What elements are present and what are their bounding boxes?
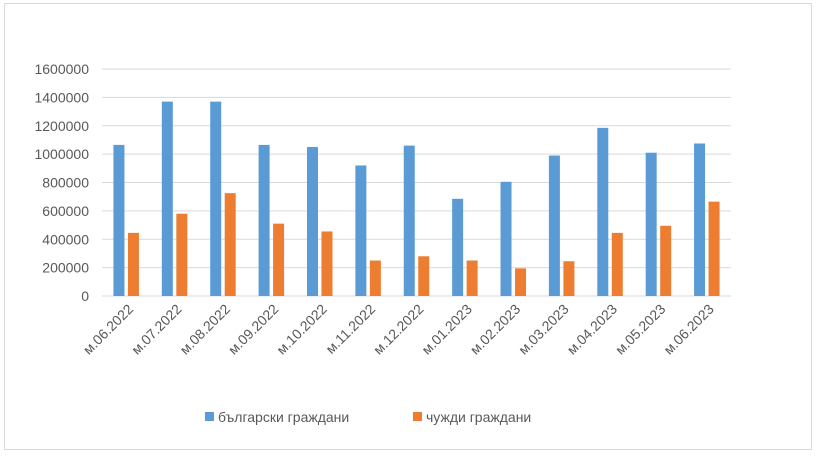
bar-foreign-10: [611, 232, 623, 296]
x-tick-label: м.03.2023: [515, 301, 572, 358]
bar-foreign-11: [660, 225, 672, 296]
legend-swatch-foreign: [413, 412, 422, 421]
bar-bulgarian-5: [355, 165, 367, 296]
x-tick-label: м.08.2022: [176, 301, 233, 358]
legend: български граждани чужди граждани: [205, 409, 531, 425]
x-tick-label: м.04.2023: [564, 301, 621, 358]
y-tick-label: 1000000: [34, 146, 89, 162]
bar-foreign-12: [708, 201, 720, 296]
legend-label-bulgarian: български граждани: [218, 409, 349, 425]
y-tick-label: 800000: [42, 175, 89, 191]
bar-foreign-7: [466, 260, 478, 296]
legend-label-foreign: чужди граждани: [426, 409, 531, 425]
legend-swatch-bulgarian: [205, 412, 214, 421]
bar-foreign-4: [321, 231, 333, 296]
y-axis-ticks: 0 200000 400000 600000 800000 1000000 1200000 1…: [34, 61, 89, 304]
bar-foreign-5: [369, 260, 381, 296]
chart-frame: 0 200000 400000 600000 800000 1000000 1200000 1…: [4, 3, 812, 450]
bar-foreign-1: [176, 213, 188, 296]
bar-foreign-3: [273, 223, 285, 296]
bar-bulgarian-2: [210, 101, 222, 296]
bar-foreign-6: [418, 256, 430, 296]
bar-bulgarian-11: [645, 152, 657, 296]
x-tick-label: м.06.2022: [80, 301, 137, 358]
bar-bulgarian-12: [694, 143, 706, 296]
bar-foreign-8: [515, 268, 527, 296]
bar-bulgarian-4: [306, 147, 318, 296]
bar-foreign-2: [224, 193, 236, 296]
bar-foreign-0: [127, 232, 139, 296]
x-tick-label: м.09.2022: [225, 301, 282, 358]
bar-bulgarian-1: [161, 101, 173, 296]
bar-bulgarian-0: [113, 144, 125, 296]
y-tick-label: 1400000: [34, 89, 89, 105]
bar-bulgarian-7: [452, 198, 464, 296]
y-tick-label: 200000: [42, 260, 89, 276]
bar-bulgarian-6: [403, 145, 415, 296]
bars: [113, 101, 720, 296]
bar-bulgarian-8: [500, 181, 512, 296]
y-tick-label: 400000: [42, 231, 89, 247]
x-tick-label: м.01.2023: [418, 301, 475, 358]
bar-bulgarian-3: [258, 144, 270, 296]
bar-foreign-9: [563, 261, 575, 296]
x-tick-label: м.06.2023: [660, 301, 717, 358]
y-tick-label: 0: [81, 288, 89, 304]
x-tick-label: м.12.2022: [370, 301, 427, 358]
y-tick-label: 1600000: [34, 61, 89, 77]
y-tick-label: 1200000: [34, 118, 89, 134]
x-axis-ticks: м.06.2022м.07.2022м.08.2022м.09.2022м.10…: [80, 301, 717, 358]
x-tick-label: м.11.2022: [322, 301, 378, 357]
x-tick-label: м.10.2022: [273, 301, 330, 358]
bar-bulgarian-9: [548, 155, 560, 296]
bar-bulgarian-10: [597, 127, 609, 296]
y-tick-label: 600000: [42, 203, 89, 219]
bar-chart: 0 200000 400000 600000 800000 1000000 1200000 1…: [34, 61, 731, 425]
x-tick-label: м.07.2022: [128, 301, 185, 358]
gridlines: [102, 68, 731, 297]
x-tick-label: м.02.2023: [467, 301, 524, 358]
x-tick-label: м.05.2023: [612, 301, 669, 358]
